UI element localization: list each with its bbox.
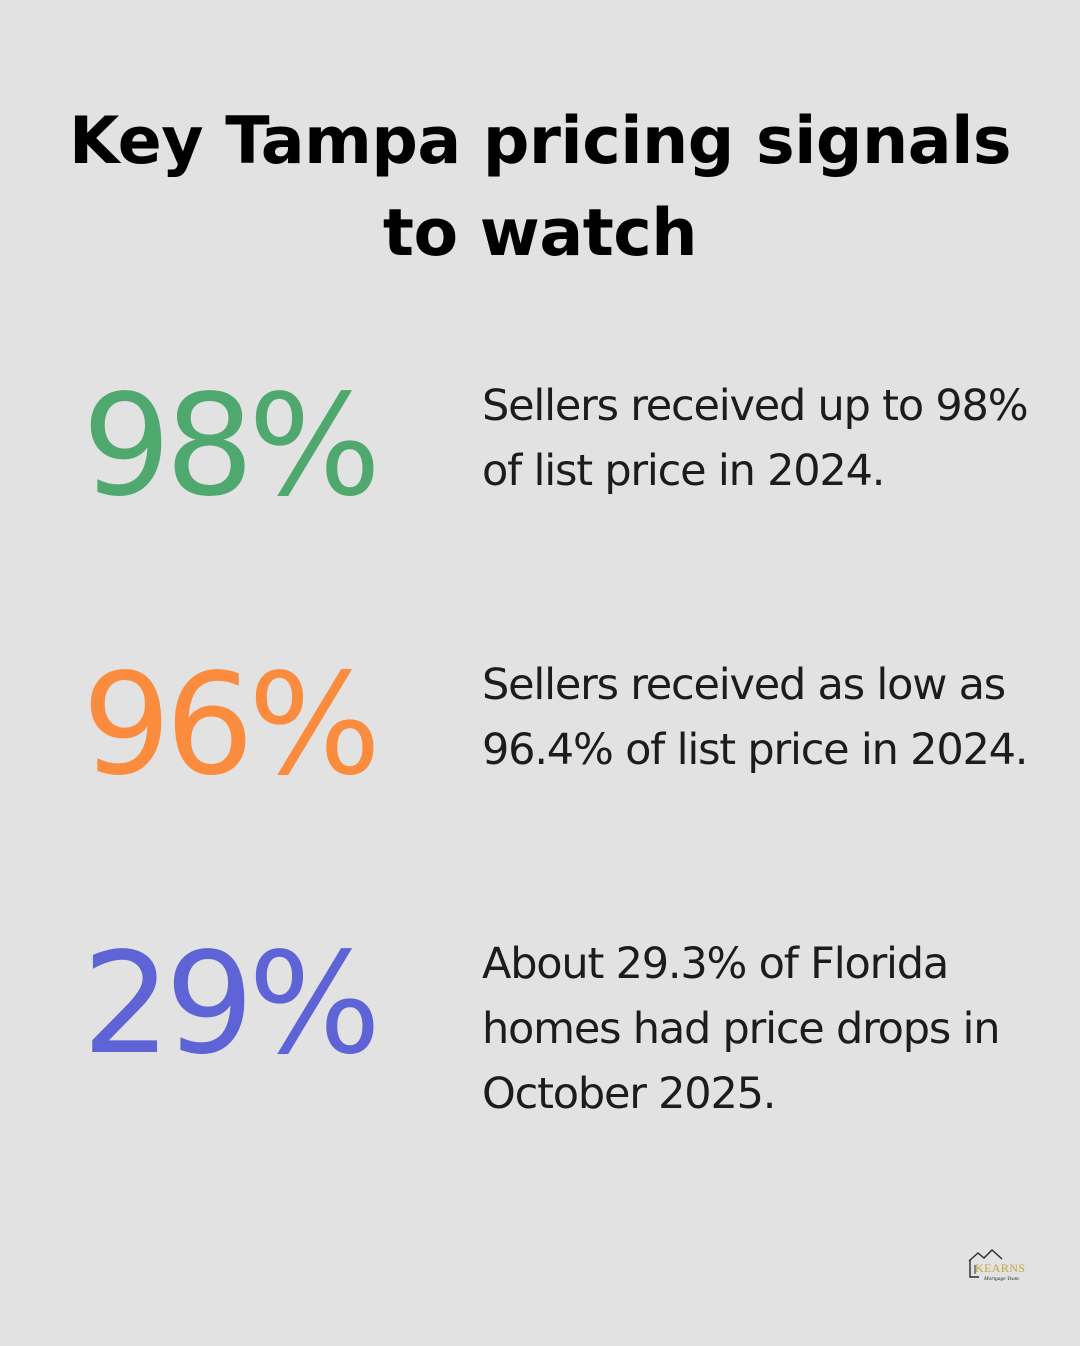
stat-value: 98% (82, 365, 381, 528)
stat-row: 98% Sellers received up to 98% of list p… (0, 372, 1080, 592)
logo-tagline: Mortgage Team (983, 1276, 1019, 1282)
kearns-logo: KEARNS Mortgage Team (968, 1249, 1025, 1282)
logo-brand: KEARNS (975, 1261, 1025, 1275)
stat-value: 29% (82, 923, 381, 1086)
page-title: Key Tampa pricing signals to watch (68, 104, 1012, 271)
stat-value: 96% (82, 644, 381, 807)
stat-row: 96% Sellers received as low as 96.4% of … (0, 651, 1080, 871)
stat-row: 29% About 29.3% of Florida homes had pri… (0, 930, 1080, 1150)
stat-description: Sellers received as low as 96.4% of list… (482, 660, 1028, 775)
stat-description: Sellers received up to 98% of list price… (482, 381, 1029, 496)
house-roof-icon (968, 1249, 1003, 1278)
stat-description: About 29.3% of Florida homes had price d… (482, 939, 1001, 1119)
